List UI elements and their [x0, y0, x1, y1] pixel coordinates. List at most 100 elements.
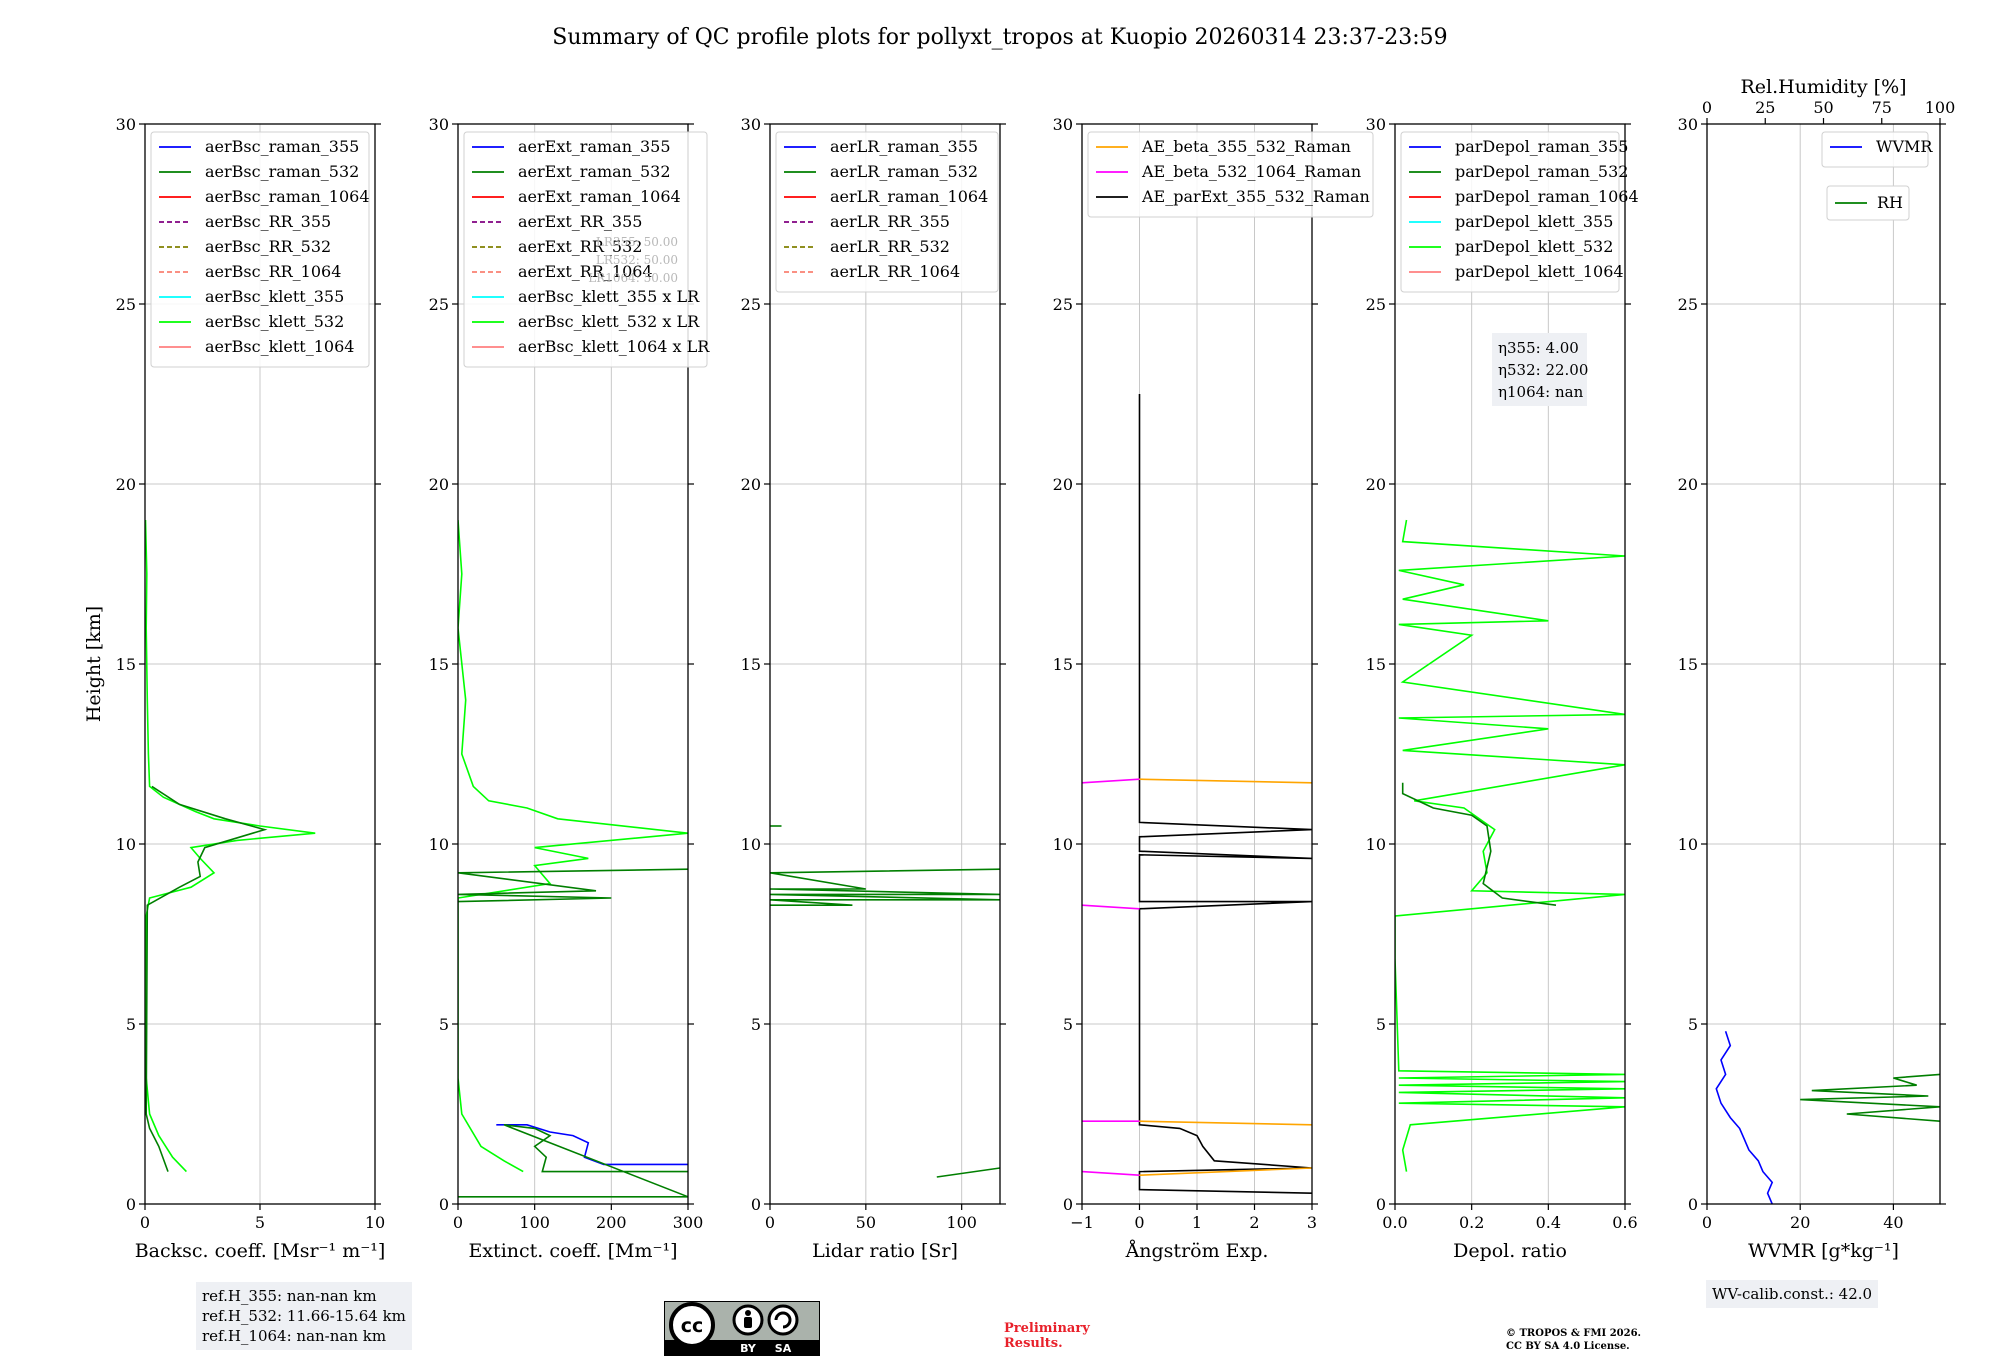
top-tick-label-100: 100	[1925, 98, 1956, 117]
xtick-label-5: 5	[255, 1213, 265, 1232]
legend-entry-WVMR: WVMR	[1876, 137, 1933, 156]
series-parDepol_raman_532	[1401, 782, 1557, 906]
ytick-label-20: 20	[741, 475, 761, 494]
legend2-entry-RH: RH	[1877, 193, 1903, 212]
legend-entry-parDepol_raman_1064: parDepol_raman_1064	[1455, 187, 1639, 206]
xtick-label-0.4: 0.4	[1536, 1213, 1561, 1232]
ytick-label-30: 30	[116, 115, 136, 134]
x-axis-label: Lidar ratio [Sr]	[812, 1240, 958, 1262]
reference-height-box: ref.H_355: nan-nan km ref.H_532: 11.66-1…	[196, 1282, 412, 1350]
legend-entry-aerBsc_raman_532: aerBsc_raman_532	[205, 162, 359, 181]
ytick-label-25: 25	[741, 295, 761, 314]
ytick-label-0: 0	[1376, 1195, 1386, 1214]
xtick-label-0: 0	[1134, 1213, 1144, 1232]
panel-depol: 0 5 10 15 20 25 30 0.0 0.2 0.4 0.6 Depol. ratio parD…	[1366, 115, 1639, 1262]
legend-entry-parDepol_klett_1064: parDepol_klett_1064	[1455, 262, 1624, 281]
ytick-label-15: 15	[741, 655, 761, 674]
ytick-label-20: 20	[429, 475, 449, 494]
ytick-label-5: 5	[126, 1015, 136, 1034]
series-parDepol_klett_532	[1395, 519, 1625, 1172]
series-group	[1715, 1030, 1940, 1204]
x-axis-label: Depol. ratio	[1453, 1240, 1567, 1262]
ytick-label-30: 30	[1366, 115, 1386, 134]
legend-entry-aerLR_RR_355: aerLR_RR_355	[830, 212, 950, 231]
panel-lidar_ratio: 0 5 10 15 20 25 30 0 50 100 Lidar ratio [Sr] aerLR_…	[741, 115, 1006, 1262]
legend-entry-aerBsc_klett_355: aerBsc_klett_355	[205, 287, 344, 306]
xtick-label-0: 0	[765, 1213, 775, 1232]
legend-entry-aerBsc_RR_532: aerBsc_RR_532	[205, 237, 331, 256]
ytick-label-20: 20	[1366, 475, 1386, 494]
series-aerExt_raman_532-spikes	[458, 868, 688, 903]
ytick-label-20: 20	[116, 475, 136, 494]
ytick-label-25: 25	[1678, 295, 1698, 314]
series-AE_beta_532_1064_Raman-c	[1082, 904, 1140, 910]
series-aerBsc_raman_532	[145, 785, 268, 1172]
legend-box	[1087, 131, 1374, 218]
xtick-label-200: 200	[596, 1213, 627, 1232]
ytick-label-15: 15	[1366, 655, 1386, 674]
xtick-label-20: 20	[1790, 1213, 1810, 1232]
series-RH	[1800, 1073, 1940, 1122]
preliminary-line-2: Results.	[1004, 1336, 1063, 1351]
series-group	[458, 519, 688, 1198]
ytick-label-0: 0	[1688, 1195, 1698, 1214]
series-AE_beta_532_1064_Raman	[1082, 1170, 1140, 1176]
ytick-label-5: 5	[439, 1015, 449, 1034]
legend: aerBsc_raman_355 aerBsc_raman_532 aerBsc_r…	[150, 131, 370, 368]
legend-entry-aerExt_raman_1064: aerExt_raman_1064	[518, 187, 681, 206]
ytick-label-30: 30	[1678, 115, 1698, 134]
legend-entry-aerExt_RR_355: aerExt_RR_355	[518, 212, 642, 231]
ytick-label-5: 5	[1688, 1015, 1698, 1034]
xtick-label-300: 300	[673, 1213, 704, 1232]
legend-entry-parDepol_raman_355: parDepol_raman_355	[1455, 137, 1628, 156]
preliminary-results: Preliminary Results.	[1004, 1321, 1090, 1351]
lr-label-1: LR532: 50.00	[596, 253, 678, 267]
by-text: BY	[740, 1342, 757, 1355]
ytick-label-10: 10	[1053, 835, 1073, 854]
ytick-label-10: 10	[116, 835, 136, 854]
legend-box	[775, 131, 999, 293]
legend: WVMR	[1821, 131, 1933, 168]
x-axis-label: Ångström Exp.	[1125, 1240, 1269, 1262]
ref-h-355: ref.H_355: nan-nan km	[202, 1287, 377, 1305]
eta-box: η355: 4.00 η532: 22.00 η1064: nan	[1492, 333, 1588, 406]
top-tick-label-25: 25	[1755, 98, 1775, 117]
ytick-label-5: 5	[1063, 1015, 1073, 1034]
series-group	[1395, 519, 1625, 1172]
legend-entry-aerExt_raman_355: aerExt_raman_355	[518, 137, 671, 156]
xtick-label--1: −1	[1070, 1213, 1094, 1232]
xtick-label-0.6: 0.6	[1612, 1213, 1637, 1232]
xtick-label-1: 1	[1192, 1213, 1202, 1232]
copyright-notice: © TROPOS & FMI 2026. CC BY SA 4.0 Licens…	[1506, 1327, 1641, 1353]
x-axis-label: Extinct. coeff. [Mm⁻¹]	[468, 1240, 677, 1262]
legend-entry-aerBsc_klett_355 x LR: aerBsc_klett_355 x LR	[518, 287, 700, 306]
copyright-line-1: © TROPOS & FMI 2026.	[1506, 1328, 1642, 1339]
ytick-label-0: 0	[751, 1195, 761, 1214]
series-AE_parExt_355_532_Raman	[1138, 394, 1312, 1194]
ytick-label-10: 10	[741, 835, 761, 854]
ytick-label-25: 25	[1053, 295, 1073, 314]
ytick-label-30: 30	[741, 115, 761, 134]
ytick-label-0: 0	[126, 1195, 136, 1214]
wv-calib-const: WV-calib.const.: 42.0	[1712, 1285, 1873, 1303]
ytick-label-25: 25	[429, 295, 449, 314]
series-AE_beta_355_532_Raman-c	[1139, 778, 1312, 784]
ytick-label-10: 10	[1366, 835, 1386, 854]
x-axis-label: WVMR [g*kg⁻¹]	[1748, 1240, 1899, 1262]
eta-box-bg	[1492, 333, 1587, 406]
legend-box	[150, 131, 370, 368]
ytick-label-25: 25	[1366, 295, 1386, 314]
ytick-label-5: 5	[1376, 1015, 1386, 1034]
cc-by-sa-logo: cc BY SA	[664, 1301, 820, 1356]
xtick-label-0: 0.0	[1382, 1213, 1407, 1232]
panel-backscatter: 0 5 10 15 20 25 30 0 5 10 Backsc. coeff. [Msr⁻¹ m⁻…	[116, 115, 386, 1262]
x-axis-label: Backsc. coeff. [Msr⁻¹ m⁻¹]	[135, 1240, 386, 1262]
series-group	[1082, 394, 1312, 1194]
ytick-label-5: 5	[751, 1015, 761, 1034]
series-group	[145, 519, 316, 1173]
xtick-label-0: 0	[453, 1213, 463, 1232]
legend: aerExt_raman_355 aerExt_raman_532 aerExt_r…	[463, 131, 710, 368]
legend: AE_beta_355_532_Raman AE_beta_532_1064_Ra…	[1087, 131, 1374, 218]
